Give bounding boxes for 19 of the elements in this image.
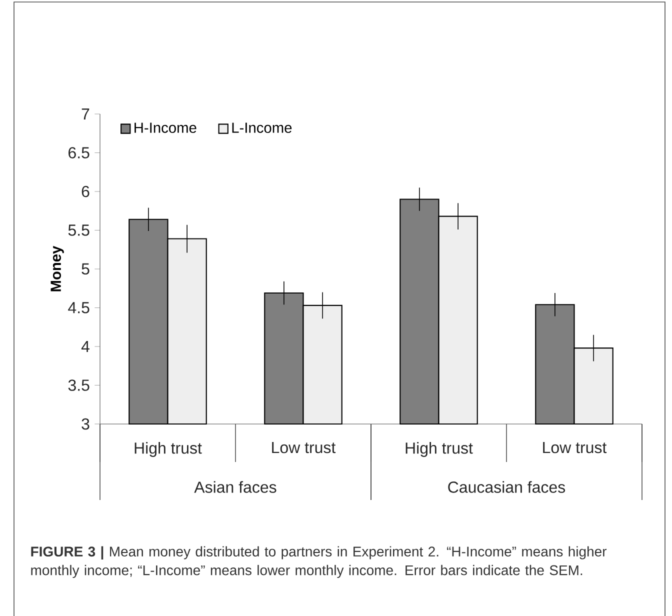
text: Asian faces bbox=[194, 481, 276, 493]
x-tick-label: High trust bbox=[406, 442, 473, 457]
y-tick-label: 3 bbox=[82, 418, 90, 430]
y-tick-label: 4.5 bbox=[68, 302, 90, 314]
text: Caucasian faces bbox=[448, 481, 566, 493]
y-tick-label: 5 bbox=[82, 263, 90, 275]
y-tick-label: 4 bbox=[81, 340, 90, 352]
y-tick-label: 3.5 bbox=[68, 380, 90, 391]
x-tick-label: Low trust bbox=[272, 442, 336, 454]
y-tick-label: 7 bbox=[82, 108, 90, 120]
y-tick-label: 5.5 bbox=[68, 224, 90, 236]
x-tick-label: Low trust bbox=[543, 442, 607, 454]
legend-label: H-Income bbox=[134, 122, 196, 133]
y-axis-title: Money bbox=[50, 246, 64, 292]
y-tick-label: 6.5 bbox=[68, 147, 90, 158]
text: FIGURE 3 | Mean money distributed to partners in Experiment 2. “H-Income” means higher monthly income; “L-Income” means lower monthly income. Error bars indicate the SEM. bbox=[31, 546, 607, 578]
x-tick-label: High trust bbox=[134, 442, 202, 457]
legend-label: L-Income bbox=[232, 122, 292, 133]
y-tick-label: 6 bbox=[82, 186, 90, 198]
